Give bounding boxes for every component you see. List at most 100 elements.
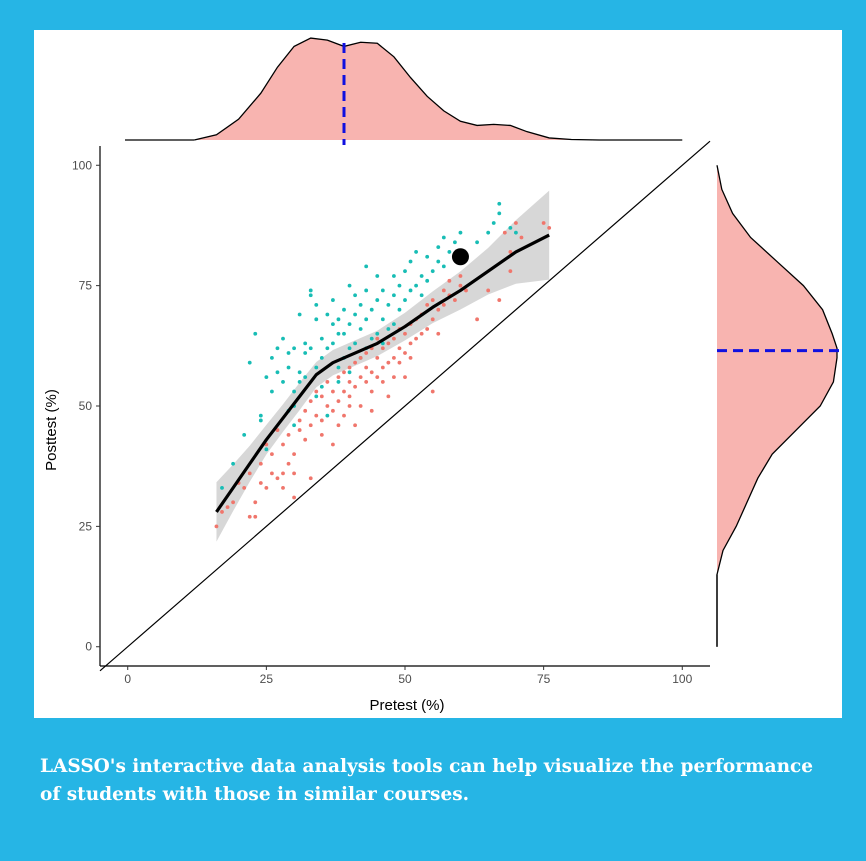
data-point-salmon [430, 389, 435, 394]
data-point-teal [314, 365, 319, 370]
data-point-teal [392, 293, 396, 298]
data-point-salmon [425, 302, 430, 307]
x-tick-label: 100 [672, 672, 692, 686]
data-point-teal [281, 336, 285, 341]
data-point-salmon [336, 375, 341, 380]
data-point-teal [419, 274, 424, 278]
data-point-teal [458, 230, 463, 235]
data-point-salmon [375, 375, 380, 380]
data-point-salmon [303, 408, 308, 413]
y-tick-label: 50 [79, 399, 93, 413]
data-point-teal [386, 302, 391, 307]
data-point-salmon [386, 394, 391, 399]
data-point-teal [358, 302, 363, 307]
data-point-teal [314, 394, 319, 399]
data-point-teal [286, 351, 291, 355]
data-point-salmon [508, 250, 513, 254]
data-point-teal [264, 447, 269, 452]
data-point-teal [325, 312, 330, 317]
data-point-teal [347, 370, 352, 375]
data-point-salmon [220, 510, 224, 514]
data-point-salmon [264, 485, 269, 490]
data-point-teal [270, 389, 274, 394]
data-point-teal [392, 322, 396, 327]
data-point-teal [331, 341, 335, 346]
data-point-salmon [314, 389, 319, 394]
data-point-teal [397, 307, 402, 312]
data-point-teal [264, 375, 269, 380]
data-point-salmon [441, 288, 446, 293]
data-point-teal [342, 307, 346, 312]
data-point-salmon [297, 418, 302, 423]
data-point-teal [308, 288, 313, 293]
data-point-teal [353, 293, 357, 298]
data-point-teal [392, 274, 396, 278]
data-point-salmon [458, 274, 463, 278]
y-tick-label: 0 [85, 640, 92, 654]
data-point-teal [258, 413, 263, 418]
data-point-teal [369, 307, 374, 312]
data-point-teal [270, 355, 274, 360]
data-point-teal [491, 221, 496, 225]
data-point-teal [425, 278, 430, 283]
data-point-teal [242, 432, 247, 437]
data-point-salmon [253, 500, 258, 505]
data-point-teal [281, 380, 285, 384]
data-point-teal [514, 230, 518, 235]
data-point-teal [497, 201, 502, 206]
data-point-salmon [403, 351, 407, 355]
data-point-salmon [347, 380, 352, 384]
data-point-salmon [297, 428, 302, 432]
data-point-teal [508, 225, 513, 230]
data-point-salmon [353, 384, 357, 389]
data-point-teal [336, 331, 341, 336]
data-point-salmon [364, 380, 369, 384]
confidence-band [216, 190, 550, 542]
data-point-salmon [486, 288, 491, 293]
data-point-salmon [331, 389, 335, 394]
data-point-salmon [369, 408, 374, 413]
data-point-salmon [380, 346, 385, 351]
data-point-salmon [397, 346, 402, 351]
data-point-salmon [514, 221, 518, 225]
data-point-salmon [347, 394, 352, 399]
data-point-teal [436, 259, 441, 264]
top-density-plot [125, 37, 683, 145]
data-point-salmon [502, 230, 507, 235]
data-point-salmon [314, 413, 319, 418]
top-density-curve [194, 37, 683, 141]
data-point-teal [297, 380, 302, 384]
data-point-teal [369, 336, 374, 341]
data-point-teal [414, 283, 418, 288]
data-point-teal [453, 240, 457, 245]
y-tick-label: 25 [79, 519, 93, 533]
data-point-salmon [419, 331, 424, 336]
data-point-teal [353, 341, 357, 346]
data-point-salmon [353, 423, 357, 428]
data-point-teal [314, 317, 319, 322]
data-point-teal [292, 346, 296, 351]
data-point-salmon [242, 485, 247, 490]
data-point-teal [303, 351, 308, 355]
data-point-teal [319, 355, 324, 360]
data-point-teal [336, 317, 341, 322]
data-point-teal [319, 384, 324, 389]
data-point-teal [325, 346, 330, 351]
data-point-salmon [258, 461, 263, 466]
data-point-salmon [369, 389, 374, 394]
data-point-teal [292, 423, 296, 428]
data-point-salmon [369, 370, 374, 375]
right-density-plot [716, 165, 842, 647]
data-point-salmon [347, 365, 352, 370]
data-point-teal [408, 259, 413, 264]
x-tick-label: 0 [124, 672, 131, 686]
data-point-teal [375, 274, 380, 278]
data-point-salmon [275, 476, 280, 481]
data-point-salmon [336, 423, 341, 428]
data-point-salmon [281, 442, 285, 447]
data-point-salmon [392, 375, 396, 380]
data-point-salmon [225, 505, 230, 510]
x-tick-label: 50 [398, 672, 412, 686]
data-point-teal [347, 346, 352, 351]
data-point-salmon [386, 341, 391, 346]
